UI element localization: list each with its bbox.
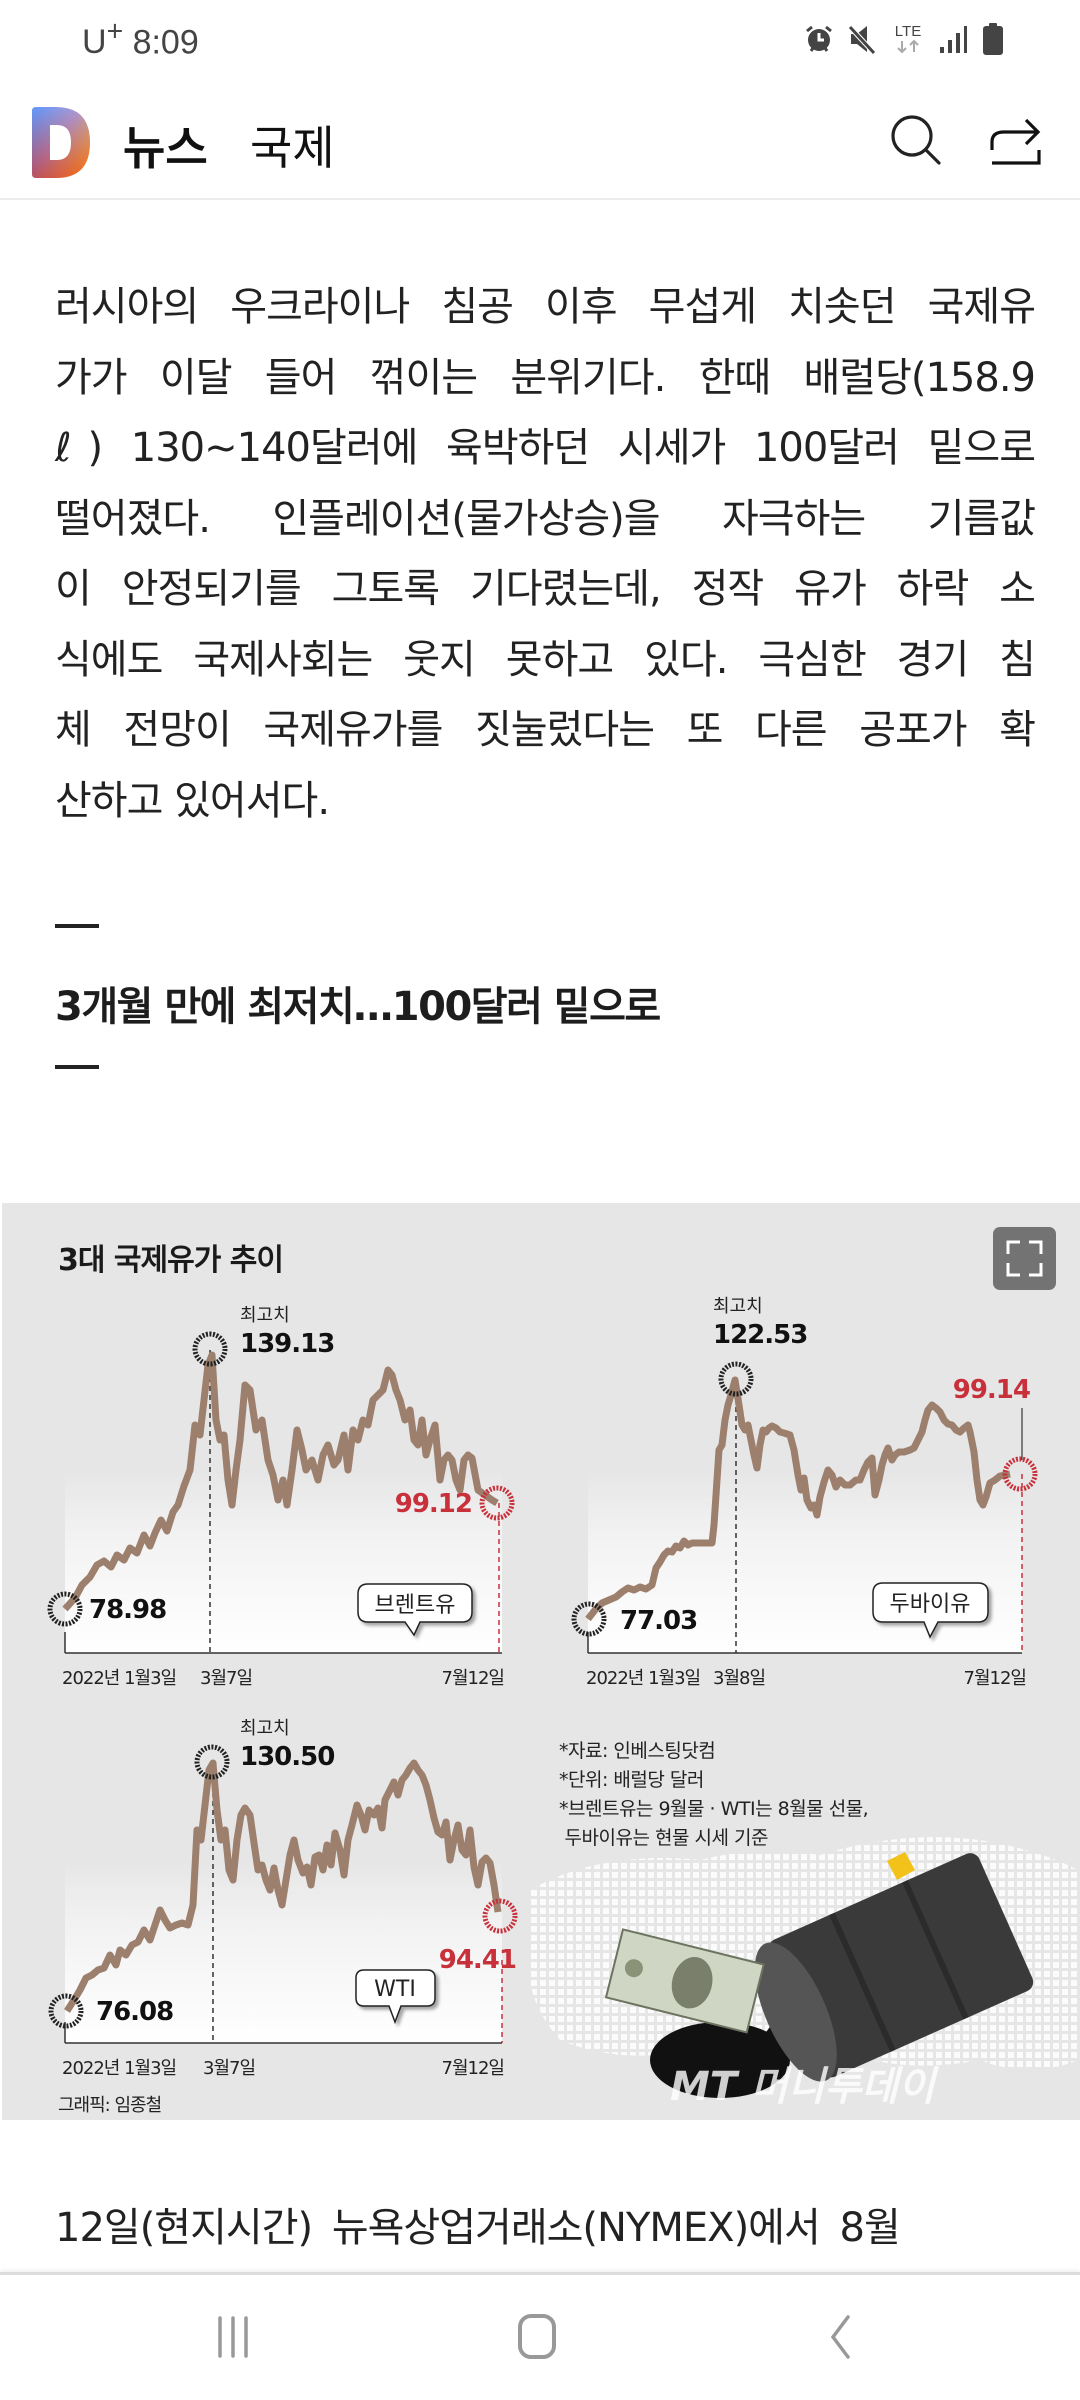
brent-x-peak: 3월7일: [200, 1668, 252, 1689]
wti-end-value: 94.41: [439, 1945, 516, 1975]
wti-peak-caption: 최고치: [240, 1718, 290, 1739]
brent-end-value: 99.12: [395, 1489, 472, 1519]
clock: 8:09: [132, 23, 199, 62]
svg-text:*단위: 배럴당 달러: *단위: 배럴당 달러: [559, 1769, 704, 1791]
article-line: 체 전망이 국제유가를 짓눌렀다는 또 다른 공포가 확: [55, 707, 1036, 753]
home-icon: [518, 2314, 556, 2359]
alarm-icon: [806, 25, 832, 52]
subheading-rule-top: [55, 924, 99, 928]
header-title[interactable]: 뉴스: [123, 121, 208, 175]
wti-chart: 최고치 130.50 76.08 94.41 WTI 2022년 1월3일 3월…: [48, 1718, 518, 2079]
wti-x-peak: 3월7일: [203, 2058, 255, 2079]
system-nav-bar: [0, 2272, 1080, 2400]
wti-x-start: 2022년 1월3일: [62, 2058, 176, 2079]
subheading: 3개월 만에 최저치…100달러 밑으로: [55, 984, 661, 1030]
dubai-x-end: 7월12일: [964, 1668, 1026, 1689]
recents-icon: [218, 2316, 248, 2358]
wti-start-value: 76.08: [96, 1997, 173, 2027]
infographic-canvas: 3대 국제유가 추이 최고치 139.13 78.98 99.12 브렌트유 2…: [47, 1243, 1078, 2116]
dubai-x-start: 2022년 1월3일: [586, 1668, 700, 1689]
signal-icon: [940, 26, 967, 53]
app-header: 뉴스 국제: [0, 76, 1080, 200]
dubai-peak-caption: 최고치: [713, 1296, 763, 1317]
svg-text:LTE: LTE: [895, 23, 921, 40]
back-icon: [830, 2315, 850, 2359]
dubai-label-bubble: [872, 1582, 989, 1639]
wti-peak-value: 130.50: [240, 1742, 334, 1772]
recents-button[interactable]: [183, 2297, 283, 2377]
brent-label-bubble: [357, 1583, 473, 1637]
wti-x-end: 7월12일: [442, 2058, 504, 2079]
share-button[interactable]: [984, 108, 1048, 172]
graphic-credit: 그래픽: 임종철: [58, 2095, 161, 2116]
svg-text:*브렌트유는 9월물 · WTI는 8월물 선물,: *브렌트유는 9월물 · WTI는 8월물 선물,: [559, 1798, 868, 1820]
article-line: ℓ) 130~140달러에 육박하던 시세가 100달러 밑으로: [55, 425, 1036, 471]
mute-icon: [848, 25, 876, 55]
status-bar: U+ 8:09 LTE: [0, 0, 1080, 76]
watermark: MT 머니투데이: [670, 2064, 939, 2110]
fullscreen-button[interactable]: [993, 1227, 1056, 1290]
svg-text:두바이유는 현물 시세 기준: 두바이유는 현물 시세 기준: [559, 1827, 768, 1849]
share-icon: [990, 118, 1041, 165]
wti-label-bubble: [355, 1969, 436, 2025]
svg-text:*자료: 인베스팅닷컴: *자료: 인베스팅닷컴: [559, 1740, 715, 1762]
article-line: 이 안정되기를 그토록 기다렸는데, 정작 유가 하락 소: [55, 566, 1036, 612]
dubai-end-value: 99.14: [953, 1375, 1030, 1405]
dubai-start-value: 77.03: [620, 1606, 697, 1636]
lte-icon: LTE: [895, 23, 921, 54]
brent-peak-value: 139.13: [240, 1329, 334, 1359]
infographic-notes: *자료: 인베스팅닷컴 *단위: 배럴당 달러 *브렌트유는 9월물 · WTI…: [559, 1740, 869, 1849]
subheading-rule-bottom: [55, 1065, 99, 1069]
article-line: 산하고 있어서다.: [55, 777, 330, 824]
dubai-x-peak: 3월8일: [713, 1668, 765, 1689]
brent-peak-caption: 최고치: [240, 1305, 290, 1326]
infographic-title: 3대 국제유가 추이: [58, 1243, 283, 1278]
expand-icon: [1006, 1240, 1043, 1277]
back-button[interactable]: [790, 2297, 890, 2377]
brent-x-start: 2022년 1월3일: [62, 1668, 176, 1689]
brent-start-value: 78.98: [89, 1595, 166, 1625]
status-icons: LTE: [804, 22, 1004, 56]
oil-price-infographic[interactable]: 3대 국제유가 추이 최고치 139.13 78.98 99.12 브렌트유 2…: [2, 1203, 1080, 2120]
article-body: 러시아의 우크라이나 침공 이후 무섭게 치솟던 국제유 가가 이달 들어 꺾이…: [55, 272, 1036, 836]
home-button[interactable]: [487, 2297, 587, 2377]
dubai-peak-value: 122.53: [713, 1320, 807, 1350]
status-time-carrier: U+ 8:09: [82, 16, 199, 62]
oil-barrel-illustration: MT 머니투데이: [529, 1837, 1078, 2110]
logo-d-icon: [32, 107, 90, 178]
article-line: 러시아의 우크라이나 침공 이후 무섭게 치솟던 국제유: [55, 284, 1036, 330]
daum-logo[interactable]: [30, 107, 92, 178]
dubai-chart: 최고치 122.53 77.03 99.14 두바이유 2022년 1월3일 3…: [571, 1296, 1038, 1689]
search-icon: [891, 115, 941, 165]
brent-series-label: 브렌트유: [375, 1593, 456, 1618]
dubai-series-label: 두바이유: [890, 1592, 971, 1617]
carrier-label: U+: [82, 16, 124, 62]
search-button[interactable]: [884, 108, 948, 172]
battery-icon: [983, 23, 1003, 55]
article-line: 떨어졌다. 인플레이션(물가상승)을 자극하는 기름값: [55, 495, 1036, 542]
header-section[interactable]: 국제: [250, 121, 335, 175]
brent-x-end: 7월12일: [442, 1668, 504, 1689]
article-continued: 12일(현지시간) 뉴욕상업거래소(NYMEX)에서 8월: [55, 2205, 901, 2251]
brent-chart: 최고치 139.13 78.98 99.12 브렌트유 2022년 1월3일 3…: [47, 1305, 515, 1689]
wti-series-label: WTI: [374, 1977, 416, 2002]
article-line: 식에도 국제사회는 웃지 못하고 있다. 극심한 경기 침: [55, 636, 1036, 683]
article-line: 가가 이달 들어 꺾이는 분위기다. 한때 배럴당(158.9: [55, 354, 1036, 401]
